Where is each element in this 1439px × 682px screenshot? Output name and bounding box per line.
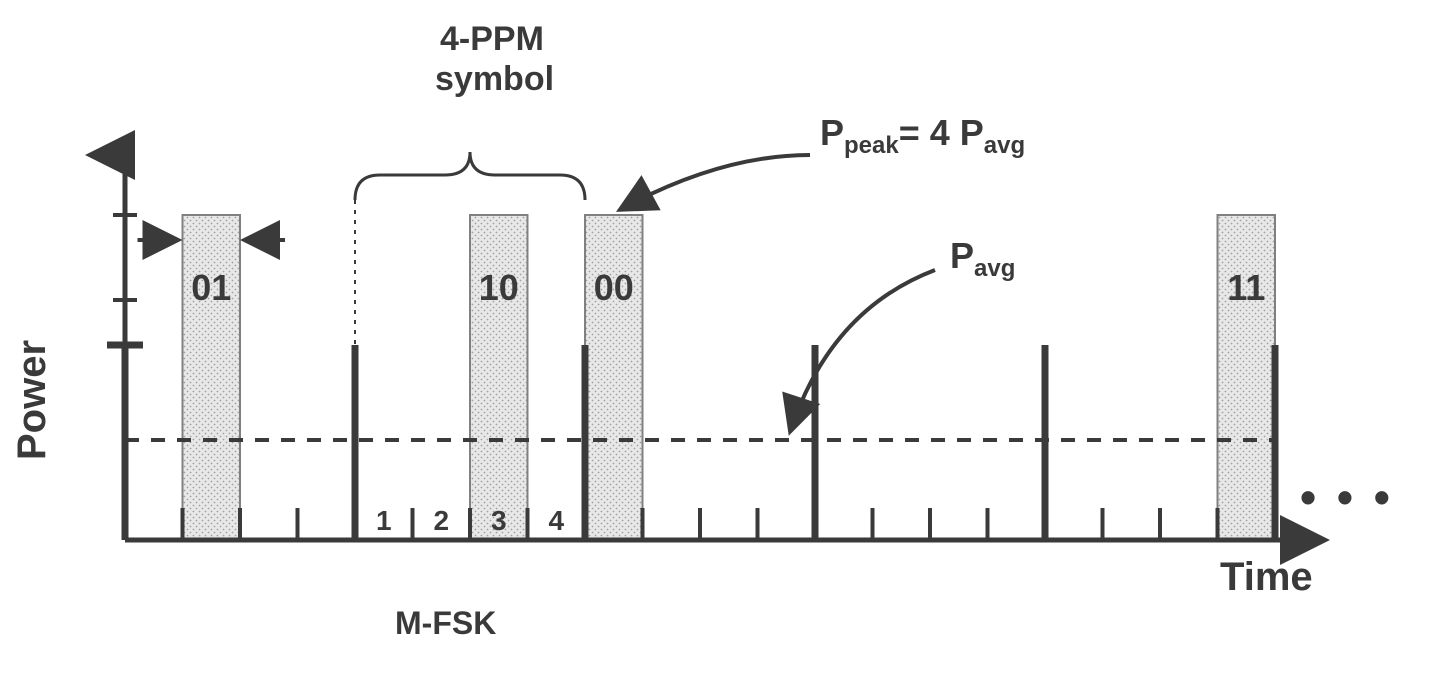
p-avg-annotation: Pavg xyxy=(950,235,1015,283)
svg-text:1: 1 xyxy=(376,505,392,536)
p-peak-annotation: Ppeak= 4 Pavg xyxy=(820,112,1025,160)
svg-text:01: 01 xyxy=(191,267,231,308)
svg-text:4: 4 xyxy=(548,505,564,536)
svg-text:2: 2 xyxy=(433,505,449,536)
ellipsis: • • • xyxy=(1300,470,1394,524)
svg-text:10: 10 xyxy=(479,267,519,308)
svg-text:00: 00 xyxy=(594,267,634,308)
title-4ppm: 4-PPM xyxy=(440,20,544,59)
x-axis-label: Time xyxy=(1220,555,1313,600)
title-symbol: symbol xyxy=(435,60,554,99)
y-axis-label: Power xyxy=(10,340,55,460)
svg-text:11: 11 xyxy=(1227,267,1265,308)
mfsk-label: M-FSK xyxy=(395,605,496,642)
svg-text:3: 3 xyxy=(491,505,507,536)
